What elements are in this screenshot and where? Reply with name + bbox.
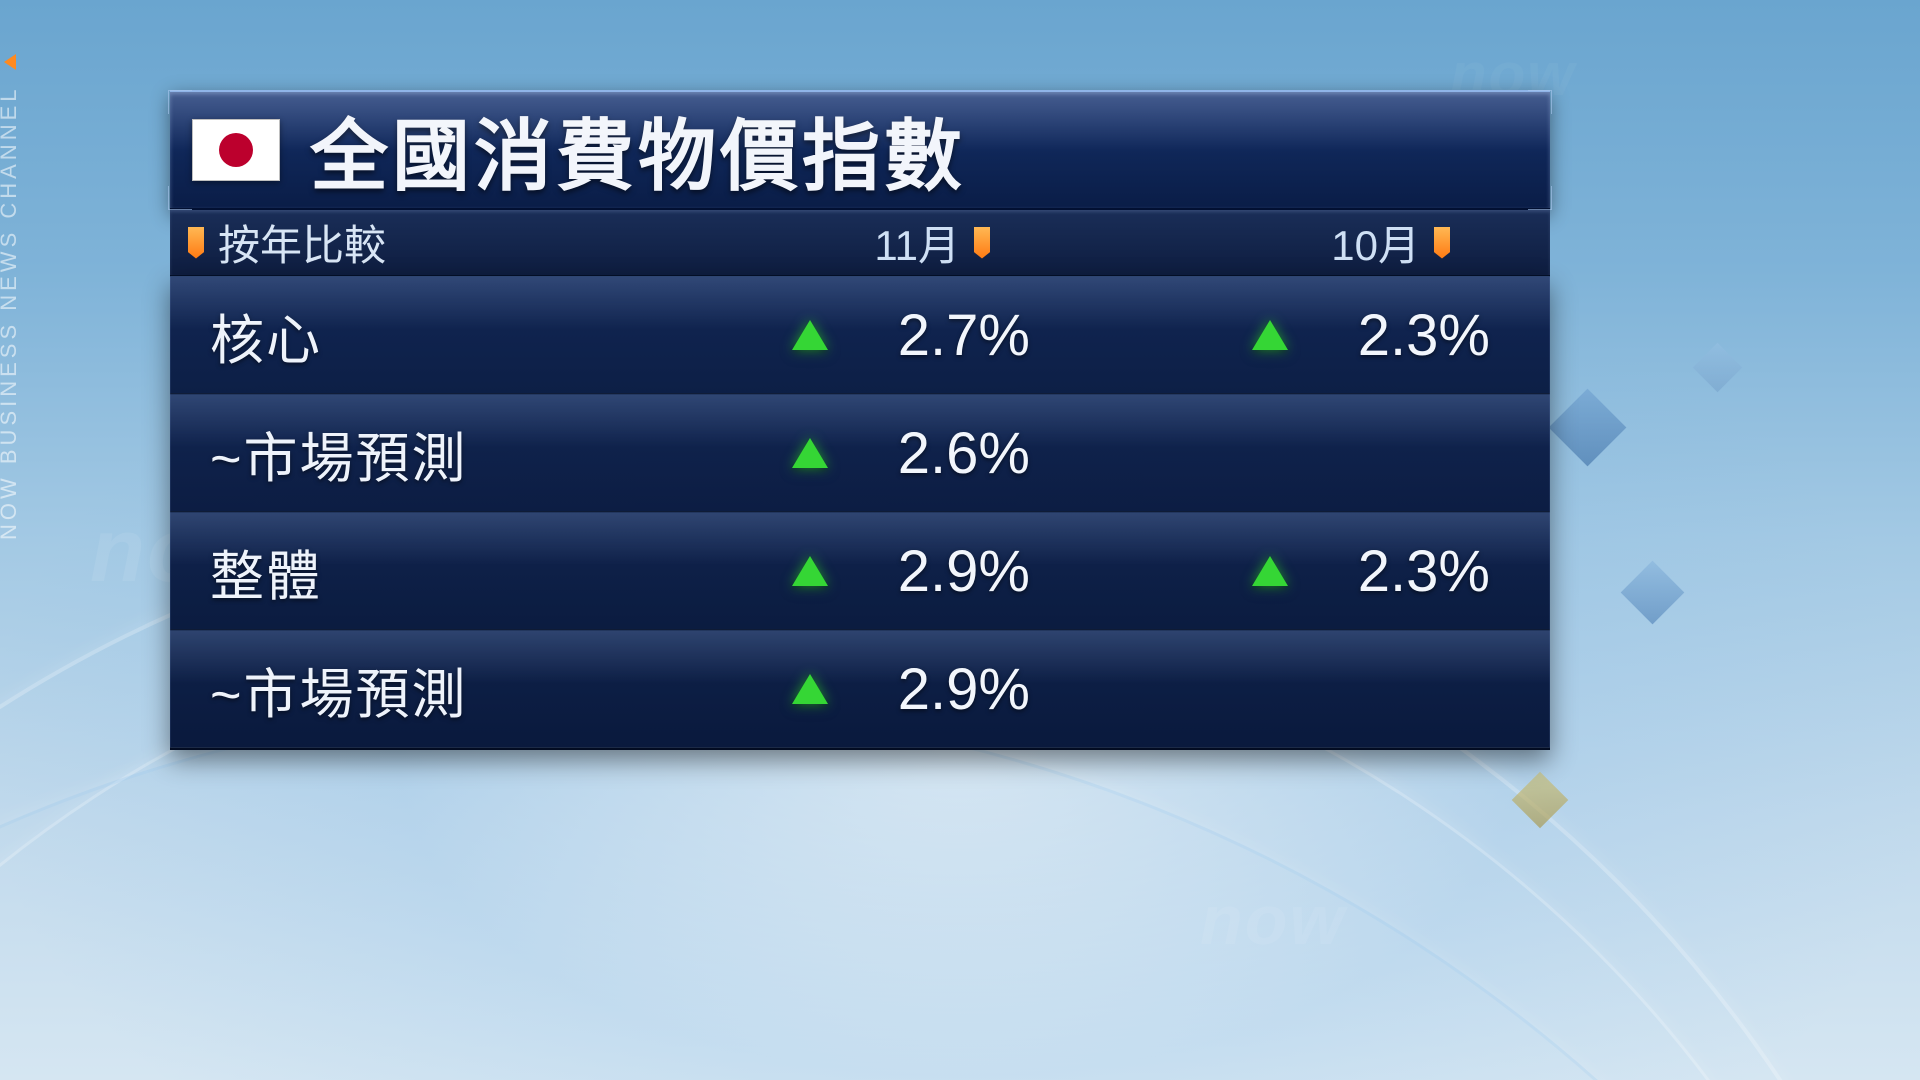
- cell-nov: 2.7%: [792, 302, 1030, 369]
- cell-nov: 2.6%: [792, 420, 1030, 487]
- value-nov: 2.9%: [850, 656, 1030, 723]
- cell-nov: 2.9%: [792, 538, 1030, 605]
- watermark-text: NOW BUSINESS NEWS CHANNEL: [0, 86, 21, 540]
- row-label: ~市場預測: [210, 414, 640, 493]
- arrow-up-icon: [792, 556, 828, 586]
- comparison-label: 按年比較: [218, 212, 386, 273]
- table-row: ~市場預測 2.9%: [170, 630, 1550, 748]
- value-oct: 2.3%: [1310, 538, 1490, 605]
- header-marker-icon: [188, 227, 204, 259]
- corner-ornament: [168, 90, 192, 114]
- header-marker-icon: [974, 227, 990, 259]
- title-bar: 全國消費物價指數: [170, 90, 1550, 210]
- corner-ornament: [168, 186, 192, 210]
- cell-nov: 2.9%: [792, 656, 1030, 723]
- column-header-nov: 11月: [874, 212, 990, 273]
- table-body: 核心 2.7% 2.3% ~市場預測 2.6% 整體 2.9% 2.3% ~市場預測 2.9%: [170, 276, 1550, 750]
- table-row: ~市場預測 2.6%: [170, 394, 1550, 512]
- table-header: 按年比較 11月 10月: [170, 210, 1550, 276]
- arrow-up-icon: [792, 320, 828, 350]
- value-nov: 2.7%: [850, 302, 1030, 369]
- channel-watermark: NOW BUSINESS NEWS CHANNEL: [0, 48, 22, 540]
- table-row: 核心 2.7% 2.3%: [170, 276, 1550, 394]
- bg-cube: [1693, 343, 1742, 392]
- value-nov: 2.9%: [850, 538, 1030, 605]
- bg-cube: [1549, 389, 1627, 467]
- value-oct: 2.3%: [1310, 302, 1490, 369]
- column-header-oct: 10月: [1331, 212, 1450, 273]
- arrow-up-icon: [792, 438, 828, 468]
- corner-ornament: [1528, 186, 1552, 210]
- row-label: 整體: [210, 532, 640, 611]
- bg-watermark-now: now: [1200, 880, 1346, 960]
- broadcast-graphic: now now now NOW BUSINESS NEWS CHANNEL 全國…: [0, 0, 1920, 1080]
- row-label: 核心: [210, 296, 640, 375]
- cell-oct: 2.3%: [1252, 538, 1490, 605]
- panel-title: 全國消費物價指數: [310, 94, 966, 206]
- caret-up-icon: [4, 54, 16, 70]
- arrow-up-icon: [792, 674, 828, 704]
- table-row: 整體 2.9% 2.3%: [170, 512, 1550, 630]
- arrow-up-icon: [1252, 556, 1288, 586]
- row-label: ~市場預測: [210, 650, 640, 729]
- bg-cube: [1621, 561, 1685, 625]
- cell-oct: 2.3%: [1252, 302, 1490, 369]
- data-panel: 全國消費物價指數 按年比較 11月 10月 核心 2.7% 2.3% ~市場預測 2.6…: [170, 90, 1550, 750]
- arrow-up-icon: [1252, 320, 1288, 350]
- value-nov: 2.6%: [850, 420, 1030, 487]
- japan-flag-icon: [192, 119, 280, 181]
- header-marker-icon: [1434, 227, 1450, 259]
- column-header-text: 10月: [1331, 212, 1420, 273]
- corner-ornament: [1528, 90, 1552, 114]
- column-header-text: 11月: [874, 212, 960, 273]
